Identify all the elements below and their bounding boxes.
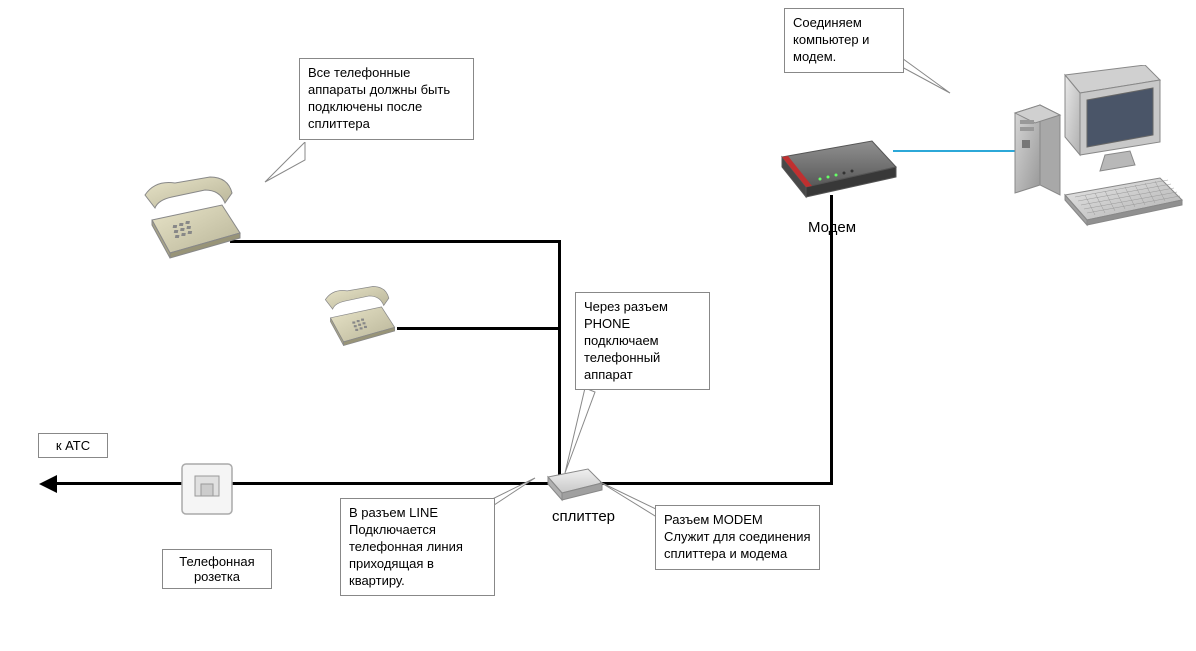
phone-small-icon <box>320 285 400 347</box>
label-ats: к АТС <box>38 433 108 458</box>
label-socket: Телефонная розетка <box>162 549 272 589</box>
callout-tail-phones <box>255 142 310 197</box>
line-modem-computer <box>893 150 1021 152</box>
line-modem-vertical <box>830 195 833 485</box>
label-modem: Модем <box>808 219 856 236</box>
callout-modem-port: Разъем MODEM Служит для соединения сплит… <box>655 505 820 570</box>
callout-phones: Все телефонные аппараты должны быть подк… <box>299 58 474 140</box>
phone-icon <box>140 175 245 260</box>
phone-socket-icon <box>177 456 237 521</box>
label-splitter: сплиттер <box>552 508 615 525</box>
callout-tail-computer <box>895 48 965 98</box>
line-phone2-horizontal <box>397 327 560 330</box>
callout-phone-port: Через разъем PHONE подключаем телефонный… <box>575 292 710 390</box>
callout-computer: Соединяем компьютер и модем. <box>784 8 904 73</box>
callout-line-port: В разъем LINE Подключается телефонная ли… <box>340 498 495 596</box>
modem-icon <box>770 135 900 205</box>
line-phone1-horizontal <box>230 240 560 243</box>
computer-icon <box>1010 65 1185 240</box>
callout-tail-phone-port <box>560 388 600 478</box>
